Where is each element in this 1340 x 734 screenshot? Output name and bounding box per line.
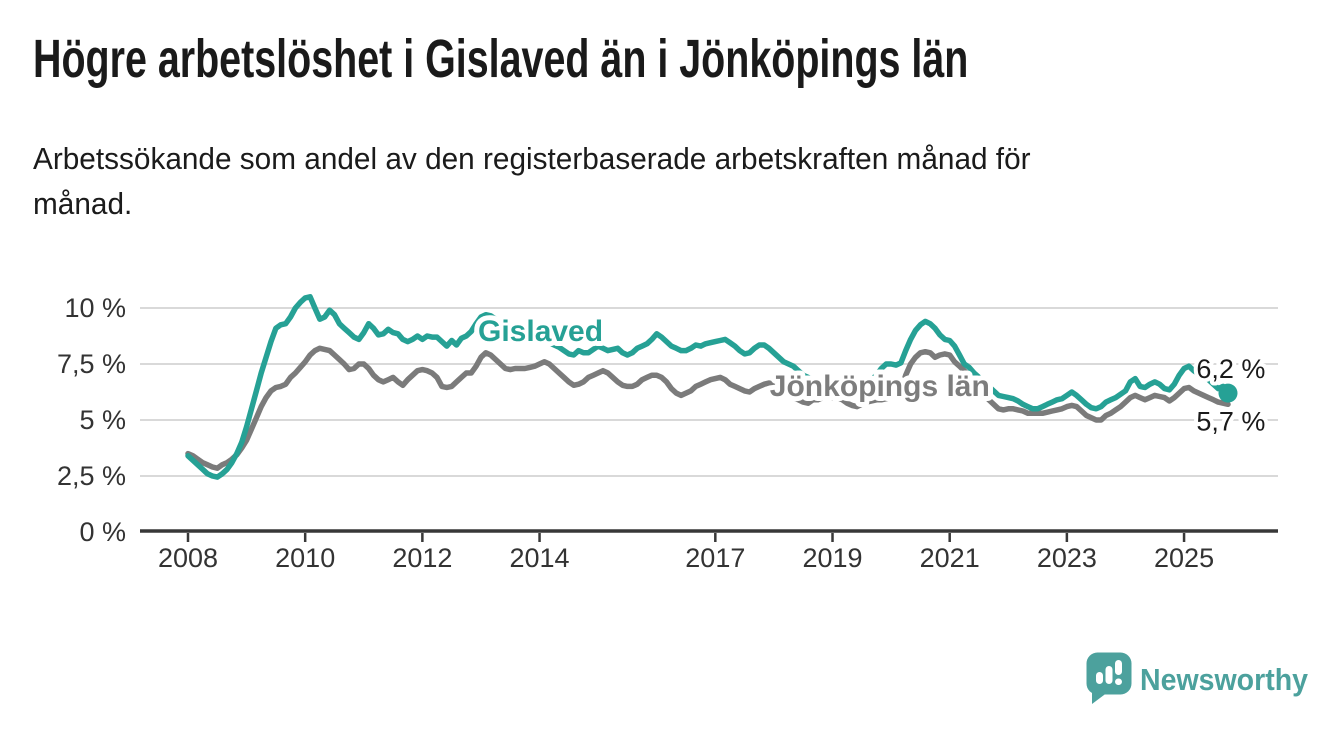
series-line-j-nk-pings-l-n <box>185 345 1231 471</box>
chart-subtitle-line1: Arbetssökande som andel av den registerb… <box>33 141 1031 176</box>
chart-subtitle-line2: månad. <box>33 186 133 221</box>
series-line-gislaved <box>185 294 1231 480</box>
newsworthy-logo-text: Newsworthy <box>1140 662 1309 697</box>
series-end-dot <box>1218 383 1238 403</box>
x-tick-label: 2019 <box>802 543 862 573</box>
series-label-gislaved: Gislaved <box>478 315 603 348</box>
y-tick-label: 2,5 % <box>57 461 126 491</box>
x-tick-label: 2025 <box>1154 543 1214 573</box>
x-tick-label: 2008 <box>158 543 218 573</box>
page-title: Högre arbetslöshet i Gislaved än i Jönkö… <box>33 29 969 89</box>
y-tick-label: 7,5 % <box>57 349 126 379</box>
series-label-j-nk-pings-l-n: Jönköpings län <box>770 370 990 403</box>
chart-subtitle: Arbetssökande som andel av den registerb… <box>33 136 1031 226</box>
x-tick-label: 2012 <box>392 543 452 573</box>
newsworthy-logo: Newsworthy <box>1085 651 1308 707</box>
x-tick-label: 2014 <box>510 543 570 573</box>
y-tick-label: 10 % <box>64 293 126 323</box>
end-value-label-6-2-: 6,2 % <box>1196 354 1265 384</box>
y-tick-label: 5 % <box>79 405 126 435</box>
end-value-label-5-7-: 5,7 % <box>1196 406 1265 436</box>
newsworthy-logo-icon <box>1086 652 1132 704</box>
x-tick-label: 2021 <box>920 543 980 573</box>
x-tick-label: 2010 <box>275 543 335 573</box>
x-tick-label: 2017 <box>685 543 745 573</box>
x-tick-label: 2023 <box>1037 543 1097 573</box>
y-tick-label: 0 % <box>79 517 126 547</box>
